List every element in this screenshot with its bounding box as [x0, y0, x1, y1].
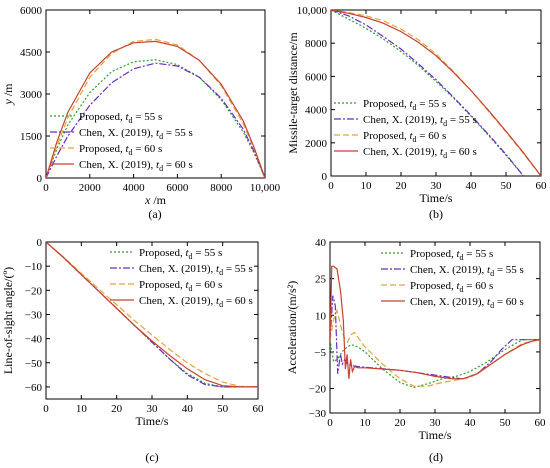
y-tick-label: 6000	[20, 5, 43, 17]
series-line-proposed_55	[331, 10, 524, 176]
x-tick-label: 10,000	[250, 182, 281, 194]
x-tick-label: 50	[501, 180, 513, 192]
y-tick-label: 4000	[305, 105, 328, 117]
y-tick-label: 0	[322, 171, 328, 183]
x-tick-label: 30	[431, 180, 443, 192]
series-line-proposed_55	[330, 339, 540, 389]
x-tick-label: 30	[147, 403, 159, 415]
y-tick-label: 10	[315, 310, 327, 322]
legend-label: Chen, X. (2019), td = 55 s	[139, 263, 253, 277]
y-tick-label: 0	[37, 237, 43, 249]
panel-2: 0 10 20 30 40 50 60 0 −10 −20 −30 −40 −50 −60 Time/s Li…	[1, 237, 264, 464]
x-tick-label: 0	[328, 180, 334, 192]
series-line-chen_55	[330, 295, 540, 380]
x-tick-label: 10	[76, 403, 88, 415]
x-tick-label: 2000	[79, 182, 102, 194]
x-tick-label: 50	[500, 417, 512, 429]
x-axis-label: Time/s	[420, 191, 453, 205]
panel-3: 0 10 20 30 40 50 60 40 25 10 −5 −20 −30 Time/s Acceler…	[285, 237, 546, 464]
panel-label: (b)	[429, 207, 443, 221]
panel-1: 0 10 20 30 40 50 60 0 2000 4000 6000 8000 10,000 Time…	[286, 5, 547, 221]
series-line-proposed_60	[46, 242, 258, 388]
x-tick-label: 8000	[210, 182, 233, 194]
legend-label: Chen, X. (2019), td = 60 s	[363, 146, 477, 160]
panel-label: (d)	[429, 450, 443, 464]
y-axis-label: Line-of-sight angle/(º)	[1, 267, 15, 374]
series-line-chen_60	[46, 242, 258, 388]
x-axis-label: x /m	[144, 193, 167, 207]
panel-label: (c)	[145, 450, 158, 464]
y-tick-label: 40	[315, 237, 327, 249]
y-tick-label: −40	[25, 334, 43, 346]
y-tick-label: 4500	[20, 47, 43, 59]
x-tick-label: 60	[536, 180, 548, 192]
x-tick-label: 6000	[166, 182, 189, 194]
x-tick-label: 4000	[123, 182, 146, 194]
x-tick-label: 20	[395, 417, 407, 429]
x-tick-label: 40	[465, 417, 477, 429]
x-tick-label: 10	[361, 180, 373, 192]
y-tick-label: −5	[314, 347, 326, 359]
legend-label: Proposed, td = 60 s	[79, 143, 162, 157]
series-line-chen_60	[331, 10, 541, 176]
x-tick-label: 20	[111, 403, 123, 415]
x-tick-label: 50	[217, 403, 229, 415]
legend-label: Proposed, td = 60 s	[363, 130, 446, 144]
y-tick-label: −20	[25, 285, 43, 297]
series-line-proposed_55	[46, 59, 265, 178]
y-tick-label: −30	[309, 408, 327, 420]
legend-label: Proposed, td = 60 s	[410, 280, 493, 294]
x-tick-label: 0	[43, 182, 49, 194]
x-tick-label: 20	[396, 180, 408, 192]
x-tick-label: 60	[535, 417, 547, 429]
y-tick-label: 0	[37, 173, 43, 185]
x-tick-label: 30	[430, 417, 442, 429]
y-tick-label: 3000	[20, 89, 43, 101]
x-tick-label: 0	[327, 417, 333, 429]
y-tick-label: −60	[25, 382, 43, 394]
x-axis-label: Time/s	[136, 414, 169, 428]
y-tick-label: −10	[25, 261, 43, 273]
legend-label: Proposed, td = 55 s	[410, 248, 493, 262]
y-tick-label: 1500	[20, 131, 43, 143]
panel-0: 0 2000 4000 6000 8000 10,000 0 1500 3000 4500 6000…	[1, 5, 281, 221]
y-tick-label: −50	[25, 358, 43, 370]
y-tick-label: −30	[25, 309, 43, 321]
y-axis-label: Missile-target distance/m	[286, 32, 300, 154]
x-tick-label: 10	[360, 417, 372, 429]
legend-label: Chen, X. (2019), td = 60 s	[139, 295, 253, 309]
y-tick-label: 10,000	[297, 5, 328, 17]
x-tick-label: 0	[43, 403, 49, 415]
x-tick-label: 60	[253, 403, 265, 415]
series-line-chen_55	[46, 62, 265, 178]
y-axis-label: Acceleration/(m/s²)	[285, 281, 299, 375]
y-tick-label: 6000	[305, 71, 328, 83]
y-tick-label: 8000	[305, 38, 328, 50]
y-tick-label: 2000	[305, 138, 328, 150]
series-line-proposed_60	[46, 38, 265, 178]
x-tick-label: 40	[182, 403, 194, 415]
legend-label: Chen, X. (2019), td = 55 s	[363, 114, 477, 128]
legend-label: Proposed, td = 55 s	[363, 98, 446, 112]
y-axis-label: y /m	[1, 83, 15, 106]
legend-label: Proposed, td = 55 s	[139, 247, 222, 261]
series-line-chen_60	[46, 40, 265, 178]
panel-label: (a)	[148, 207, 161, 221]
y-tick-label: 25	[315, 274, 327, 286]
series-line-chen_60	[330, 265, 540, 380]
legend-label: Chen, X. (2019), td = 55 s	[79, 127, 193, 141]
legend-label: Proposed, td = 55 s	[79, 111, 162, 125]
x-tick-label: 40	[466, 180, 478, 192]
y-tick-label: −20	[309, 384, 327, 396]
legend-label: Chen, X. (2019), td = 60 s	[79, 159, 193, 173]
legend-label: Chen, X. (2019), td = 60 s	[410, 296, 524, 310]
legend-label: Chen, X. (2019), td = 55 s	[410, 264, 524, 278]
x-axis-label: Time/s	[419, 428, 452, 442]
legend-label: Proposed, td = 60 s	[139, 279, 222, 293]
